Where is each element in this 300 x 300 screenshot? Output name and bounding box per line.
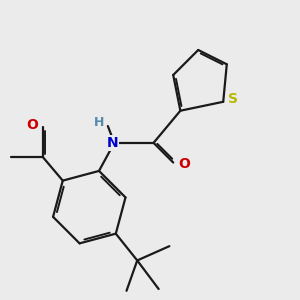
Text: O: O [178,157,190,171]
Text: S: S [228,92,238,106]
Text: N: N [107,136,118,150]
Text: H: H [94,116,104,129]
Text: O: O [26,118,38,132]
